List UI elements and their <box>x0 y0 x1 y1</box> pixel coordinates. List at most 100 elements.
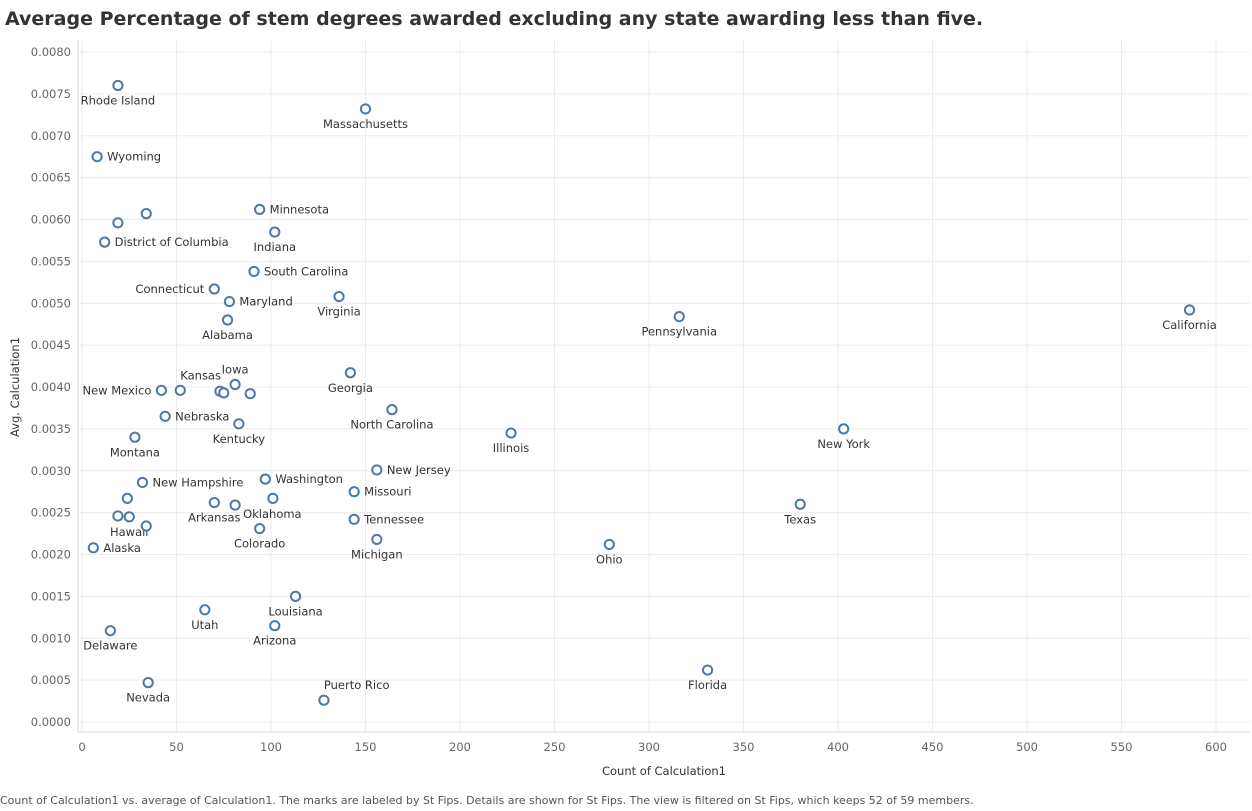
data-point <box>87 542 99 554</box>
point-label: Alabama <box>202 328 253 342</box>
data-point <box>371 464 383 476</box>
point-label: Alaska <box>103 541 141 555</box>
point-label: Georgia <box>328 381 373 395</box>
point-label: New Hampshire <box>152 475 243 489</box>
data-point <box>221 314 234 326</box>
data-point <box>218 387 230 399</box>
point-label: Oklahoma <box>243 507 302 521</box>
data-point <box>333 290 345 303</box>
y-tick-label: 0.0055 <box>31 254 71 268</box>
data-point <box>386 404 398 416</box>
data-point <box>159 410 171 422</box>
x-tick-label: 150 <box>355 740 377 754</box>
data-point <box>289 590 302 602</box>
point-label: Ohio <box>596 552 623 566</box>
x-tick-label: 200 <box>449 740 471 754</box>
y-tick-label: 0.0045 <box>31 338 71 352</box>
point-label: Pennsylvania <box>641 325 717 339</box>
data-point <box>344 367 356 379</box>
point-label: Puerto Rico <box>324 678 390 692</box>
point-label: Arizona <box>253 634 296 648</box>
point-label: New York <box>817 437 870 451</box>
point-label: Texas <box>783 512 816 526</box>
point-label: Minnesota <box>270 202 329 216</box>
data-point <box>136 476 149 489</box>
data-point <box>129 431 141 443</box>
x-tick-label: 450 <box>922 740 944 754</box>
y-tick-label: 0.0025 <box>31 506 71 520</box>
point-label: Louisiana <box>268 604 322 618</box>
x-tick-label: 0 <box>78 740 85 754</box>
y-tick-label: 0.0080 <box>31 45 71 59</box>
data-points: Rhode Island Massachusetts Wyoming Minnesot… <box>81 79 1217 706</box>
data-point <box>348 486 360 498</box>
x-tick-label: 550 <box>1111 740 1133 754</box>
y-tick-label: 0.0070 <box>31 129 71 143</box>
point-label: Florida <box>688 678 727 692</box>
point-label: North Carolina <box>350 418 433 432</box>
point-label: Iowa <box>222 362 249 376</box>
point-label: Virginia <box>317 305 360 319</box>
data-point <box>348 513 360 525</box>
data-point <box>142 677 154 689</box>
data-point <box>838 423 850 435</box>
data-point <box>248 265 260 278</box>
point-label: New Jersey <box>387 463 451 477</box>
data-point <box>254 203 266 216</box>
data-point <box>174 384 186 396</box>
data-point <box>505 427 517 439</box>
point-label: California <box>1162 318 1217 332</box>
point-label: Washington <box>275 472 343 486</box>
data-point <box>104 625 116 637</box>
data-point <box>208 283 220 295</box>
x-tick-label: 600 <box>1205 740 1227 754</box>
data-point <box>318 694 330 706</box>
data-point <box>1183 304 1196 316</box>
point-label: Indiana <box>253 240 296 254</box>
point-label: Nevada <box>126 691 170 705</box>
chart-title: Average Percentage of stem degrees award… <box>5 8 984 30</box>
data-point <box>140 520 152 532</box>
point-label: Colorado <box>234 537 285 551</box>
y-tick-label: 0.0035 <box>31 422 71 436</box>
point-label: New Mexico <box>82 383 151 397</box>
point-label: Arkansas <box>188 511 240 525</box>
point-label: Utah <box>191 618 218 632</box>
x-tick-label: 500 <box>1016 740 1038 754</box>
data-point <box>155 384 167 396</box>
point-label: Nebraska <box>175 409 229 423</box>
y-axis-ticks: 0.0000 0.0005 0.0010 0.0015 0.0020 0.0025 0.00… <box>31 45 71 729</box>
point-label: Wyoming <box>107 150 161 164</box>
data-point <box>701 664 714 676</box>
point-label: Montana <box>110 445 160 459</box>
x-tick-label: 350 <box>733 740 755 754</box>
grid-lines <box>77 40 1250 733</box>
x-axis-ticks: 0 50 100 150 200 250 300 350 400 450 500 550 600 <box>78 740 1227 754</box>
x-tick-label: 250 <box>544 740 566 754</box>
footnote: Count of Calculation1 vs. average of Cal… <box>0 794 974 807</box>
point-label: Kansas <box>180 368 221 382</box>
point-label: District of Columbia <box>115 235 229 249</box>
data-point <box>112 79 124 92</box>
point-label: Missouri <box>364 485 411 499</box>
data-point <box>91 151 103 163</box>
data-point <box>208 496 220 509</box>
data-point <box>112 510 124 522</box>
y-tick-label: 0.0000 <box>31 715 71 729</box>
y-axis-label: Avg. Calculation1 <box>8 337 22 437</box>
data-point <box>199 604 211 616</box>
x-tick-label: 300 <box>638 740 660 754</box>
point-label: Kentucky <box>213 432 266 446</box>
data-point <box>121 492 133 504</box>
x-tick-label: 400 <box>827 740 849 754</box>
y-tick-label: 0.0020 <box>31 548 71 562</box>
point-label: Illinois <box>493 441 530 455</box>
point-label: Massachusetts <box>323 117 408 131</box>
point-label: Michigan <box>351 547 403 561</box>
data-point <box>267 492 279 504</box>
data-point <box>223 295 236 308</box>
point-label: Maryland <box>239 295 292 309</box>
point-label: Delaware <box>83 639 137 653</box>
point-label: Tennessee <box>363 512 424 526</box>
